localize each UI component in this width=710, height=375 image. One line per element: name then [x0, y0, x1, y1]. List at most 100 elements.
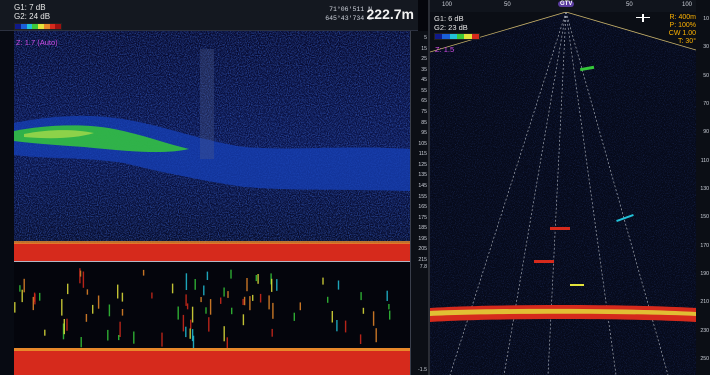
sonar-top-ruler: 100 50 GTV 50 100: [430, 0, 710, 12]
tilt-indicator-icon: [642, 14, 644, 22]
plankton-streak: [223, 326, 225, 342]
range-tick: 70: [703, 101, 709, 107]
plankton-streak: [44, 329, 46, 336]
plankton-streak: [209, 299, 212, 315]
plankton-streak: [293, 312, 295, 321]
range-tick: 50: [703, 72, 709, 79]
plankton-streak: [85, 314, 88, 322]
plankton-streak: [271, 278, 273, 292]
plankton-streak: [21, 289, 23, 303]
plankton-streak: [82, 271, 85, 288]
depth-tick: 55: [421, 87, 427, 94]
plankton-streak: [185, 273, 188, 290]
plankton-streak: [121, 309, 124, 316]
plankton-streak: [185, 294, 187, 306]
plankton-streak: [19, 285, 21, 292]
depth-tick: 195: [418, 235, 427, 242]
plankton-streak: [389, 310, 391, 320]
sonar-range-scale: 10 30 50 70 90 110 130 150 170 190 210 230 250: [696, 0, 710, 375]
range-tick: 190: [700, 271, 709, 277]
range-tick: 110: [700, 157, 709, 164]
plankton-streak: [268, 295, 270, 310]
echogram-view[interactable]: [14, 31, 410, 263]
plankton-streak: [151, 292, 153, 299]
plankton-streak: [203, 285, 205, 296]
bottom-lock-view[interactable]: [14, 262, 410, 375]
plankton-streak: [117, 284, 119, 299]
plankton-streak: [359, 334, 362, 344]
depth-tick: 115: [418, 151, 427, 158]
sonar-fan-view[interactable]: [430, 12, 696, 375]
depth-tick: 75: [421, 109, 427, 115]
depth-tick: 135: [418, 172, 427, 179]
plankton-streak: [108, 304, 111, 317]
range-tick: 30: [703, 44, 709, 51]
tilt-indicator[interactable]: [636, 14, 650, 25]
depth-tick: 15: [421, 45, 427, 52]
plankton-streak: [118, 335, 120, 341]
plankton-streak: [185, 326, 187, 338]
plankton-streak: [79, 268, 81, 284]
sonar-panel[interactable]: 100 50 GTV 50 100 G1: 6 dB G2: 23 dB Z: …: [430, 0, 710, 375]
plankton-streak: [242, 298, 244, 305]
plankton-streak: [182, 314, 185, 332]
plankton-streak: [92, 304, 94, 314]
plankton-streak: [220, 297, 222, 304]
range-tick: 210: [700, 299, 709, 306]
depth-scale: 5 15 25 35 45 55 65 75 85 95 105 115 125 135 145 155 165…: [410, 31, 428, 263]
plankton-streak: [63, 319, 65, 335]
plankton-streak: [372, 311, 375, 326]
bubble-plume: [200, 49, 214, 159]
depth-tick: 105: [418, 140, 427, 147]
depth-tick: 25: [421, 56, 427, 63]
range-tick: 130: [700, 186, 709, 192]
sonar-color-scale-bar: [434, 33, 480, 40]
depth-tick: 125: [418, 161, 427, 168]
plankton-streak: [375, 328, 377, 343]
plankton-streak: [190, 319, 192, 329]
range-readout: R: 400m: [669, 14, 696, 21]
plankton-streak: [205, 307, 207, 314]
plankton-streak: [206, 271, 209, 280]
plankton-streak: [243, 296, 246, 306]
plankton-streak: [142, 269, 145, 276]
plankton-streak: [61, 299, 63, 316]
depth-tick: 165: [418, 204, 427, 211]
plankton-streak: [23, 278, 25, 293]
plankton-streak: [14, 302, 16, 313]
power-readout: P: 100%: [669, 22, 696, 29]
plankton-streak: [230, 269, 232, 279]
plankton-streak: [331, 311, 333, 323]
gain-1-readout: G1: 7 dB: [14, 3, 46, 12]
depth-tick: 45: [421, 77, 427, 84]
plankton-streak: [249, 296, 251, 311]
plankton-streak: [231, 307, 233, 315]
plankton-streak: [171, 283, 174, 294]
plankton-streak: [223, 287, 225, 297]
sonar-gain-1-readout: G1: 6 dB: [434, 14, 464, 23]
plankton-streak: [66, 318, 68, 331]
transducer-marker[interactable]: GTV: [558, 1, 575, 7]
plankton-streak: [97, 295, 100, 309]
depth-tick: 205: [418, 246, 427, 253]
sonar-gain-2-readout: G2: 23 dB: [434, 23, 468, 32]
depth-tick: 185: [418, 225, 427, 232]
depth-readout: 222.7m: [366, 6, 414, 22]
depth-tick: 215: [418, 257, 427, 263]
plankton-streak: [242, 314, 245, 326]
plankton-streak: [186, 303, 189, 310]
plankton-streak: [189, 328, 191, 339]
gain-2-readout: G2: 24 dB: [14, 12, 51, 21]
depth-tick: 145: [418, 183, 427, 189]
panel-separator: [428, 0, 430, 375]
echosounder-panel[interactable]: G1: 7 dB G2: 24 dB 71°06'511 N 645°43'73…: [0, 0, 428, 375]
plankton-streak: [255, 275, 257, 282]
plankton-streak: [388, 304, 390, 310]
depth-tick: 175: [418, 214, 427, 221]
plankton-streak: [177, 306, 179, 320]
plankton-streak: [33, 292, 36, 302]
plankton-streak: [119, 321, 121, 337]
plankton-streak: [191, 329, 194, 342]
plankton-streak: [200, 297, 202, 303]
plankton-streak: [322, 277, 324, 285]
